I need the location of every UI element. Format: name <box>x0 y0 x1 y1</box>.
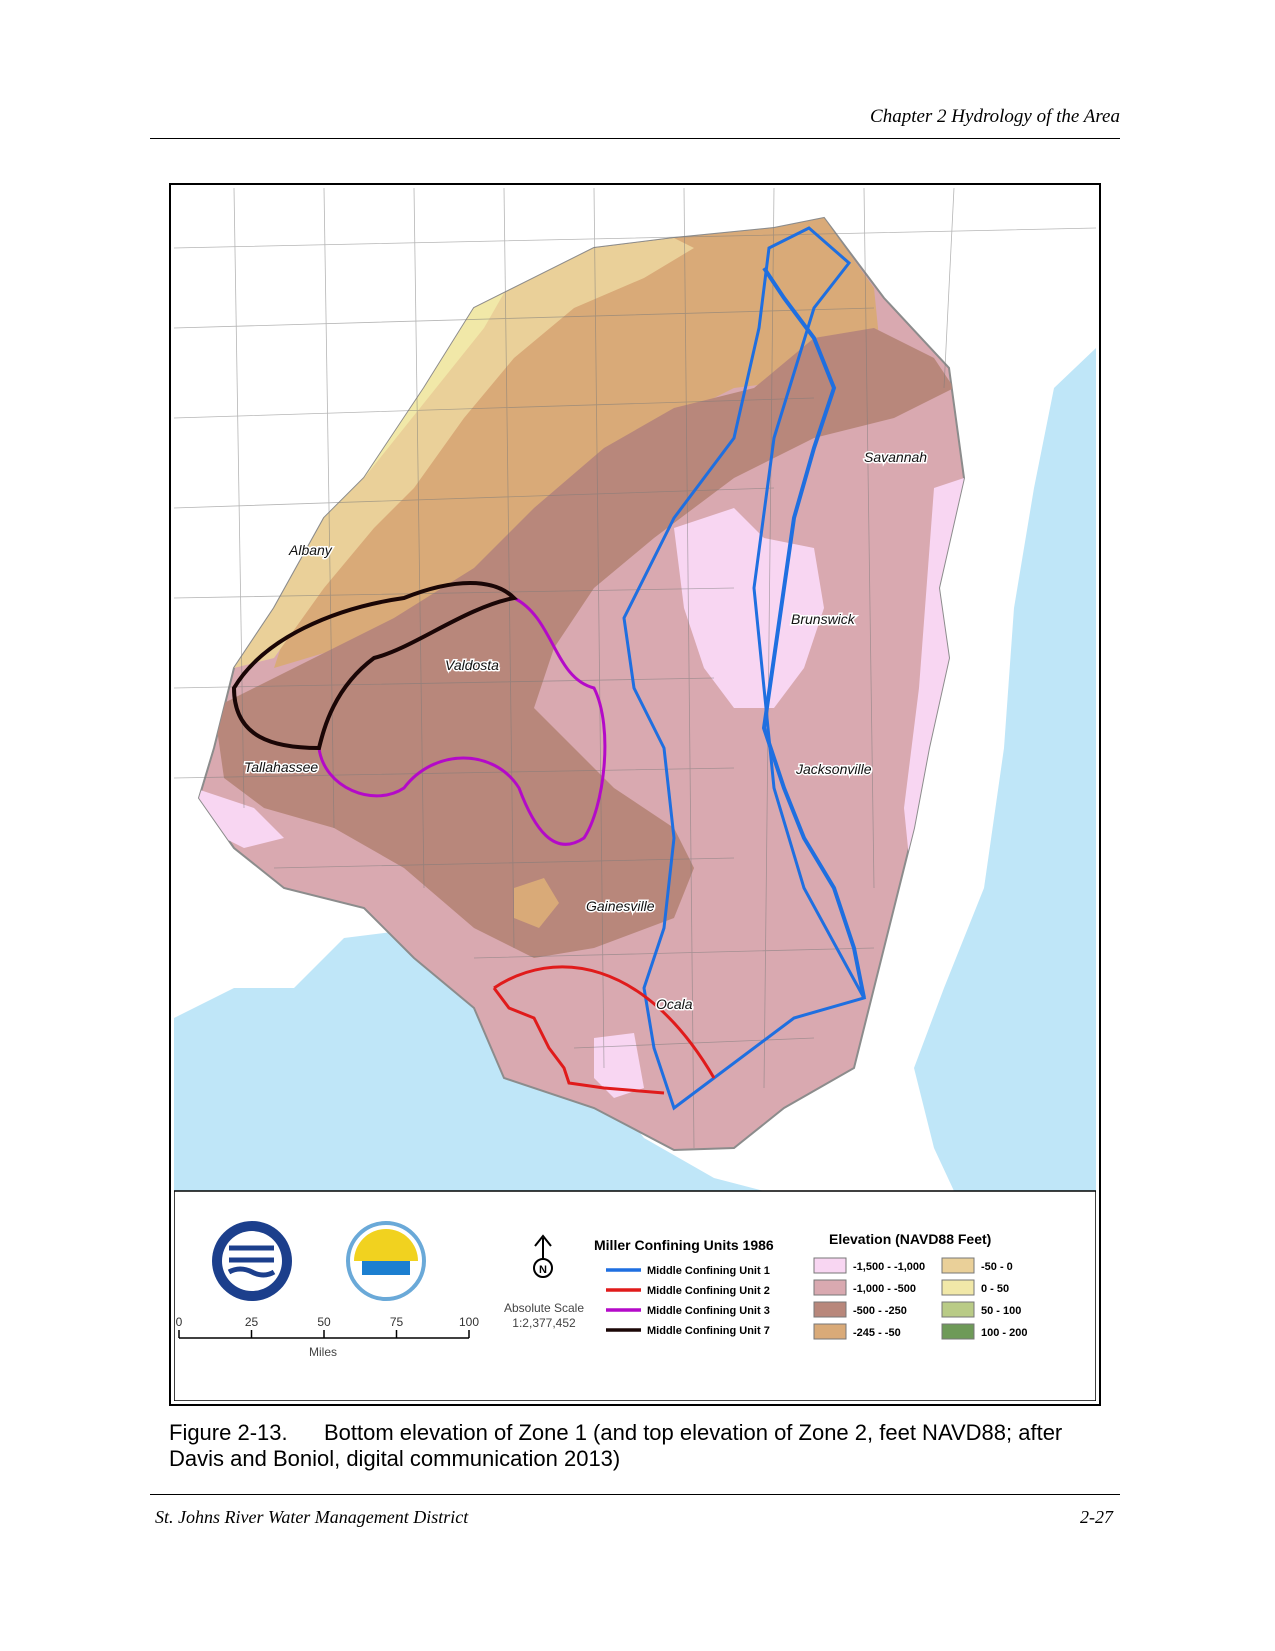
elevation-class-label: 50 - 100 <box>981 1305 1021 1317</box>
elev-band-500-250 <box>214 328 954 958</box>
middle-confining-unit-1-line <box>622 226 867 1111</box>
middle-confining-unit-7-line <box>231 581 519 751</box>
scale-tick-label: 75 <box>390 1315 404 1329</box>
north-label: N <box>539 1264 547 1276</box>
confining-unit-label: Middle Confining Unit 2 <box>647 1285 770 1297</box>
elevation-class-label: 100 - 200 <box>981 1327 1027 1339</box>
elevation-swatch <box>813 1301 847 1318</box>
city-label-tallahassee: Tallahassee <box>244 759 318 775</box>
scale-tick-label: 50 <box>317 1315 331 1329</box>
elevation-swatch <box>941 1257 975 1274</box>
elevation-map: Albany Savannah Brunswick Valdosta Talla… <box>174 188 1096 1401</box>
county-lines <box>174 188 1096 1149</box>
elevation-legend: -1,500 - -1,000 -1,000 - -500 -500 - -250 -… <box>813 1257 1027 1340</box>
city-label-albany: Albany <box>288 542 333 558</box>
elev-band-1500-1000-south <box>594 1033 644 1098</box>
city-label-valdosta: Valdosta <box>445 657 499 673</box>
elevation-swatch <box>941 1323 975 1340</box>
scale-title: Absolute Scale <box>504 1301 584 1315</box>
elevation-class-label: -1,000 - -500 <box>853 1283 916 1295</box>
confining-unit-label: Middle Confining Unit 7 <box>647 1325 770 1337</box>
srwmd-logo <box>346 1221 426 1301</box>
scale-tick-label: 0 <box>176 1315 183 1329</box>
figure-caption-text: Bottom elevation of Zone 1 (and top elev… <box>169 1420 1063 1471</box>
north-arrow: N <box>533 1234 553 1278</box>
city-label-gainesville: Gainesville <box>586 898 655 914</box>
elevation-swatch <box>813 1323 847 1340</box>
footer-organization: St. Johns River Water Management Distric… <box>155 1507 469 1527</box>
header-rule <box>150 138 1120 139</box>
city-label-brunswick: Brunswick <box>791 611 856 627</box>
scale-unit: Miles <box>309 1345 337 1359</box>
elevation-legend-title: Elevation (NAVD88 Feet) <box>829 1231 991 1247</box>
running-header: Chapter 2 Hydrology of the Area <box>870 106 1120 127</box>
scale-tick-label: 25 <box>245 1315 259 1329</box>
elevation-class-label: -500 - -250 <box>853 1305 907 1317</box>
elevation-swatch <box>813 1257 847 1274</box>
sjrwmd-logo <box>212 1221 292 1301</box>
elev-patch-gainesville <box>514 878 559 928</box>
elevation-class-label: 0 - 50 <box>981 1283 1009 1295</box>
figure-number: Figure 2-13. <box>169 1420 288 1445</box>
elevation-class-label: -245 - -50 <box>853 1327 901 1339</box>
confining-unit-label: Middle Confining Unit 1 <box>647 1265 770 1277</box>
city-label-ocala: Ocala <box>656 996 693 1012</box>
page-number: 2-27 <box>1080 1507 1113 1527</box>
figure-caption: Figure 2-13. Bottom elevation of Zone 1 (… <box>169 1420 1109 1472</box>
footer-rule <box>150 1494 1120 1495</box>
confining-units-legend: Middle Confining Unit 1 Middle Confining … <box>606 1265 770 1337</box>
elev-band-245-50 <box>274 218 884 668</box>
elevation-swatch <box>941 1279 975 1296</box>
city-label-savannah: Savannah <box>864 449 927 465</box>
elevation-class-label: -50 - 0 <box>981 1261 1013 1273</box>
scale-tick-label: 100 <box>459 1315 479 1329</box>
confining-units-title: Miller Confining Units 1986 <box>594 1237 774 1253</box>
middle-confining-unit-2-line <box>492 965 716 1095</box>
city-label-jacksonville: Jacksonville <box>795 761 872 777</box>
middle-confining-unit-1-coast <box>761 266 866 999</box>
scale-ratio: 1:2,377,452 <box>512 1316 576 1330</box>
elevation-swatch <box>941 1301 975 1318</box>
middle-confining-unit-3-line <box>317 596 607 846</box>
city-labels: Albany Savannah Brunswick Valdosta Talla… <box>243 448 929 1014</box>
confining-unit-label: Middle Confining Unit 3 <box>647 1305 770 1317</box>
legend-panel <box>174 1190 1096 1401</box>
elevation-swatch <box>813 1279 847 1296</box>
scale-bar: 0 25 50 75 100 <box>176 1315 479 1339</box>
elevation-class-label: -1,500 - -1,000 <box>853 1261 925 1273</box>
